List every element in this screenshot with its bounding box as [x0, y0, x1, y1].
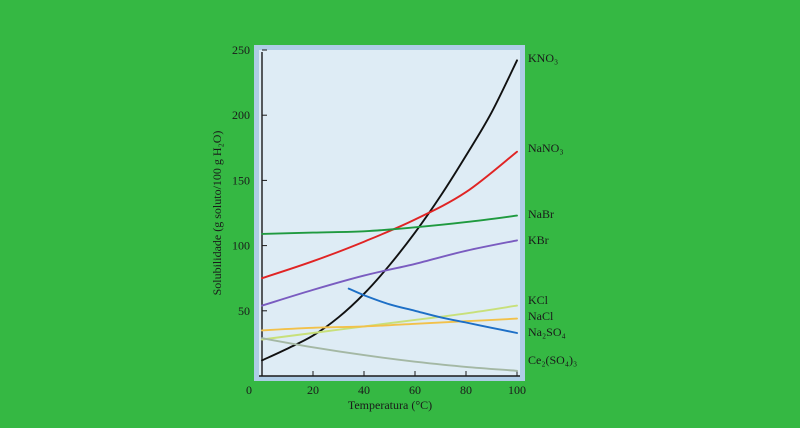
series-line-naso	[347, 287, 518, 334]
y-tick-label: 100	[232, 239, 250, 253]
x-axis-label: Temperatura (°C)	[348, 398, 432, 412]
x-tick-label: 80	[460, 383, 472, 397]
series-line-kcl	[261, 304, 518, 341]
series-labels: KNO₃ NaNO₃ NaBr KBr KCl NaCl Na₂SO₄ Ce₂(SO₄)₃	[528, 51, 577, 367]
series-label-naso: Na₂SO₄	[528, 325, 566, 339]
series-label-nabr: NaBr	[528, 207, 554, 221]
series-line-nacl	[261, 317, 518, 332]
series-label-kno: KNO₃	[528, 51, 558, 65]
x-tick-label: 100	[508, 383, 526, 397]
x-tick-label: 60	[409, 383, 421, 397]
series-label-ceso: Ce₂(SO₄)₃	[528, 353, 577, 367]
x-tick-label: 40	[358, 383, 370, 397]
series-line-kbr	[261, 239, 518, 307]
series-label-kbr: KBr	[528, 233, 549, 247]
axes: 0 20 40 60 80 100 50 100 150 200 250	[232, 43, 526, 397]
plot-area	[259, 50, 520, 376]
y-tick-label: 150	[232, 173, 250, 187]
x-tick-label: 20	[307, 383, 319, 397]
y-axis-label: Solubilidade (g soluto/100 g H₂O)	[210, 131, 224, 296]
series-line-nabr	[261, 214, 518, 235]
series-label-nano: NaNO₃	[528, 141, 564, 155]
y-tick-label: 200	[232, 108, 250, 122]
series-lines	[261, 59, 518, 372]
series-label-kcl: KCl	[528, 293, 549, 307]
x-tick-label: 0	[246, 383, 252, 397]
y-tick-label: 250	[232, 43, 250, 57]
y-tick-label: 50	[238, 304, 250, 318]
series-label-nacl: NaCl	[528, 309, 554, 323]
series-line-ceso	[261, 337, 518, 372]
series-line-kno	[261, 59, 518, 362]
